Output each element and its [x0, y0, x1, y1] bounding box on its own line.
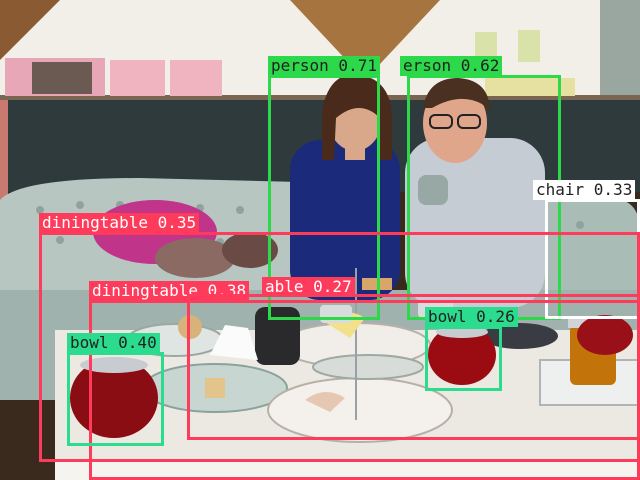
- detection-label: chair 0.33: [533, 180, 636, 200]
- detection-box-diningtable-3: able 0.27: [187, 277, 640, 440]
- detection-label: person 0.71: [268, 56, 380, 76]
- detection-box-bowl-1: bowl 0.40: [67, 333, 164, 446]
- detection-label: able 0.27: [262, 277, 355, 297]
- detection-label: diningtable 0.35: [39, 213, 200, 233]
- detection-box-bowl-2: bowl 0.26: [425, 307, 518, 391]
- detection-label: erson 0.62: [400, 56, 503, 76]
- detection-label: bowl 0.40: [67, 333, 160, 353]
- detection-box-chair: chair 0.33: [533, 180, 640, 319]
- detection-label: bowl 0.26: [425, 307, 518, 327]
- detection-box-diningtable-1: diningtable 0.35: [39, 213, 640, 462]
- detection-box-person-1: person 0.71: [268, 56, 380, 320]
